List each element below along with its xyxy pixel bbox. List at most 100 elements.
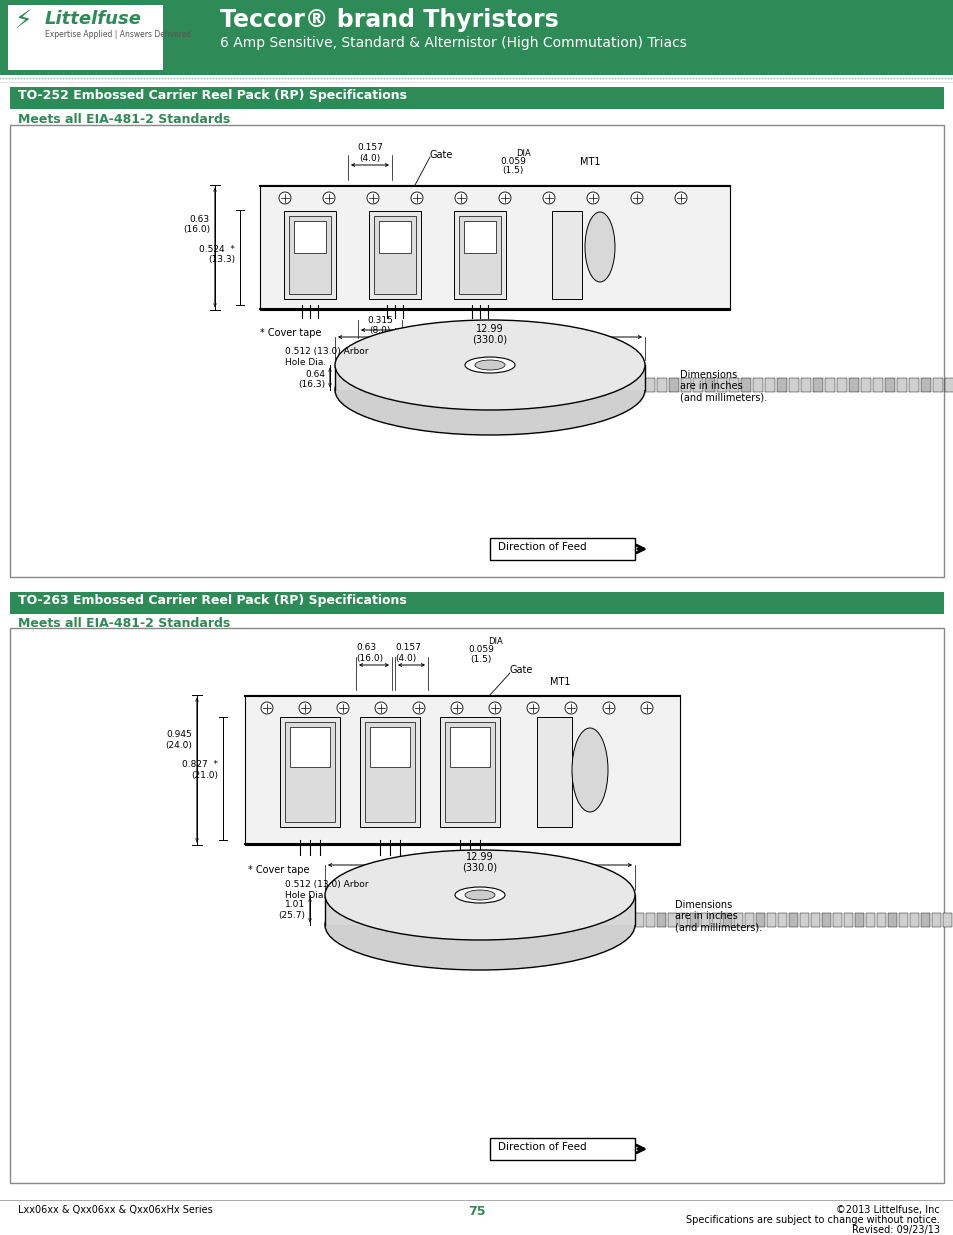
Text: Expertise Applied | Answers Delivered: Expertise Applied | Answers Delivered xyxy=(45,30,191,40)
Bar xyxy=(644,378,655,391)
Circle shape xyxy=(458,746,464,752)
Bar xyxy=(722,913,731,927)
Bar xyxy=(8,5,163,70)
Text: 0.059: 0.059 xyxy=(468,645,494,655)
Bar xyxy=(711,913,720,927)
Text: (and millimeters).: (and millimeters). xyxy=(679,391,766,403)
Circle shape xyxy=(299,228,304,233)
Text: (4.0): (4.0) xyxy=(359,154,380,163)
Bar xyxy=(284,211,335,299)
Bar xyxy=(370,727,410,767)
Text: Gate: Gate xyxy=(430,149,453,161)
Text: MT2: MT2 xyxy=(490,329,510,338)
Text: Direction of Feed: Direction of Feed xyxy=(497,1142,586,1152)
Bar xyxy=(325,895,635,925)
Circle shape xyxy=(400,245,405,249)
Bar xyxy=(490,1137,635,1160)
Bar xyxy=(836,378,846,391)
Text: 75: 75 xyxy=(468,1205,485,1218)
Bar xyxy=(294,221,326,253)
Bar xyxy=(463,221,496,253)
Text: * Cover tape: * Cover tape xyxy=(260,329,321,338)
Ellipse shape xyxy=(564,701,577,714)
Text: ©2013 Littelfuse, Inc: ©2013 Littelfuse, Inc xyxy=(836,1205,939,1215)
Text: Direction of Feed: Direction of Feed xyxy=(497,542,586,552)
Text: (13.3): (13.3) xyxy=(208,254,234,264)
Bar xyxy=(657,913,665,927)
Text: 0.524  *: 0.524 * xyxy=(199,245,234,254)
Bar xyxy=(812,378,822,391)
Bar xyxy=(444,722,495,823)
Text: DIA: DIA xyxy=(516,149,530,158)
Bar xyxy=(285,722,335,823)
Bar xyxy=(920,913,929,927)
Text: 12.99: 12.99 xyxy=(476,324,503,333)
Text: 0.63: 0.63 xyxy=(355,643,375,652)
Text: Hole Dia.: Hole Dia. xyxy=(285,358,326,367)
Bar xyxy=(728,378,739,391)
Ellipse shape xyxy=(298,701,311,714)
Ellipse shape xyxy=(451,701,462,714)
Circle shape xyxy=(393,245,396,249)
Ellipse shape xyxy=(325,850,635,940)
Bar xyxy=(490,538,635,559)
Bar xyxy=(776,378,786,391)
Text: (4.0): (4.0) xyxy=(395,655,416,663)
Ellipse shape xyxy=(526,701,538,714)
Ellipse shape xyxy=(602,701,615,714)
Bar xyxy=(679,913,687,927)
Circle shape xyxy=(378,746,385,752)
Bar xyxy=(865,913,874,927)
Text: Teccor® brand Thyristors: Teccor® brand Thyristors xyxy=(220,7,558,32)
Bar xyxy=(668,378,679,391)
Text: TO-252 Embossed Carrier Reel Pack (RP) Specifications: TO-252 Embossed Carrier Reel Pack (RP) S… xyxy=(18,89,407,103)
Circle shape xyxy=(458,732,464,739)
Bar xyxy=(717,378,726,391)
Circle shape xyxy=(400,237,405,241)
Circle shape xyxy=(308,228,312,233)
Text: Meets all EIA-481-2 Standards: Meets all EIA-481-2 Standards xyxy=(18,112,230,126)
Bar xyxy=(260,185,729,310)
Circle shape xyxy=(298,732,305,739)
Text: (16.0): (16.0) xyxy=(183,225,210,233)
Text: TO-263 Embossed Carrier Reel Pack (RP) Specifications: TO-263 Embossed Carrier Reel Pack (RP) S… xyxy=(18,594,406,606)
Ellipse shape xyxy=(675,191,686,204)
Text: 0.827  *: 0.827 * xyxy=(182,760,218,769)
Ellipse shape xyxy=(335,345,644,435)
Circle shape xyxy=(400,228,405,233)
Ellipse shape xyxy=(489,701,500,714)
Bar xyxy=(689,913,699,927)
Bar xyxy=(10,629,943,1183)
Bar xyxy=(942,913,951,927)
Text: Revised: 09/23/13: Revised: 09/23/13 xyxy=(851,1225,939,1235)
Text: 0.945: 0.945 xyxy=(166,730,192,739)
Text: Hole Dia.: Hole Dia. xyxy=(285,890,326,900)
Circle shape xyxy=(470,228,474,233)
Circle shape xyxy=(299,237,304,241)
Text: Meets all EIA-481-2 Standards: Meets all EIA-481-2 Standards xyxy=(18,618,230,630)
Bar xyxy=(454,211,505,299)
Circle shape xyxy=(385,245,389,249)
Bar xyxy=(800,913,808,927)
Bar xyxy=(908,378,918,391)
Text: 0.315: 0.315 xyxy=(367,316,393,325)
Text: Dimensions: Dimensions xyxy=(679,370,737,380)
Ellipse shape xyxy=(475,359,504,370)
Bar xyxy=(700,913,709,927)
Bar xyxy=(290,727,330,767)
Circle shape xyxy=(314,746,320,752)
Text: (330.0): (330.0) xyxy=(462,862,497,872)
Bar xyxy=(752,378,762,391)
Bar xyxy=(704,378,714,391)
Bar xyxy=(458,216,500,294)
Bar xyxy=(245,695,679,845)
Bar xyxy=(740,378,750,391)
Bar xyxy=(10,86,943,109)
Bar xyxy=(832,913,841,927)
Bar xyxy=(824,378,834,391)
Bar xyxy=(680,378,690,391)
Ellipse shape xyxy=(464,357,515,373)
Circle shape xyxy=(315,237,319,241)
Ellipse shape xyxy=(336,701,349,714)
Bar xyxy=(10,592,943,614)
